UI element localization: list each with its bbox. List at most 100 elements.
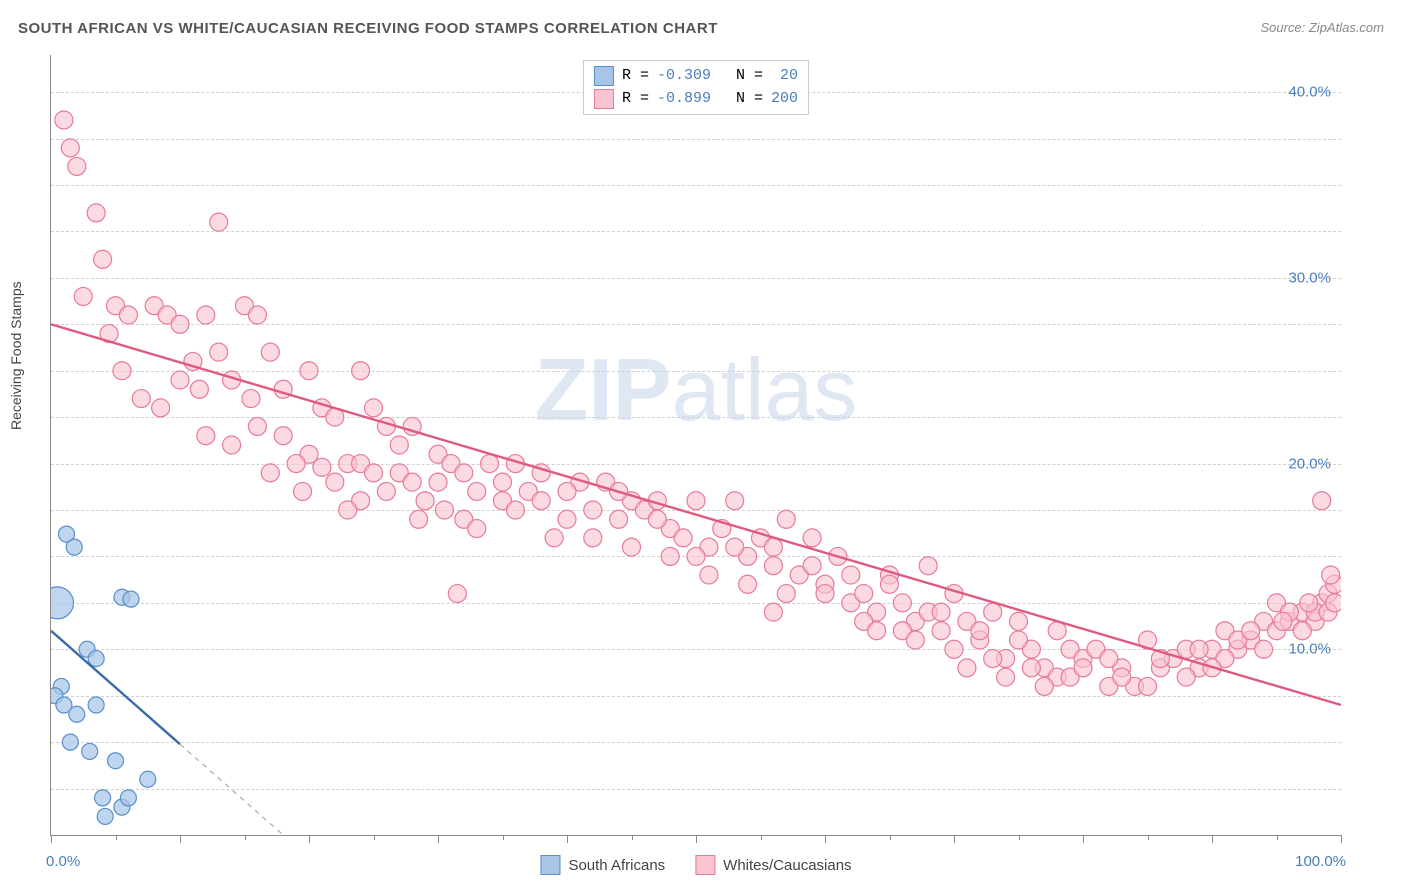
x-minor-tick [761, 835, 762, 840]
x-tick-label: 100.0% [1295, 853, 1346, 870]
data-point [82, 743, 98, 759]
data-point [171, 371, 189, 389]
x-tick-mark [51, 835, 52, 843]
data-point [764, 603, 782, 621]
data-point [1326, 594, 1341, 612]
data-point [261, 343, 279, 361]
x-tick-mark [1212, 835, 1213, 843]
data-point [248, 306, 266, 324]
data-point [429, 473, 447, 491]
data-point [945, 640, 963, 658]
data-point [119, 306, 137, 324]
data-point [842, 566, 860, 584]
trend-line-extrapolated [180, 744, 283, 835]
legend-bottom-swatch-1 [695, 855, 715, 875]
data-point [997, 668, 1015, 686]
data-point [248, 417, 266, 435]
data-point [455, 464, 473, 482]
data-point [416, 492, 434, 510]
data-point [777, 510, 795, 528]
series-legend: South Africans Whites/Caucasians [540, 855, 851, 875]
data-point [971, 622, 989, 640]
data-point [1048, 622, 1066, 640]
data-point [1010, 631, 1028, 649]
legend-bottom-swatch-0 [540, 855, 560, 875]
data-point [661, 547, 679, 565]
data-point [855, 585, 873, 603]
data-point [1074, 659, 1092, 677]
data-point [274, 427, 292, 445]
legend-r-label: R = [622, 88, 649, 111]
data-point [68, 157, 86, 175]
data-point [1035, 677, 1053, 695]
x-minor-tick [245, 835, 246, 840]
data-point [726, 492, 744, 510]
data-point [468, 520, 486, 538]
data-point [94, 250, 112, 268]
legend-r-label: R = [622, 65, 649, 88]
data-point [123, 591, 139, 607]
data-point [61, 139, 79, 157]
data-point [481, 455, 499, 473]
x-tick-mark [438, 835, 439, 843]
data-point [97, 808, 113, 824]
data-point [558, 482, 576, 500]
trend-line [51, 324, 1341, 705]
data-point [1293, 622, 1311, 640]
data-point [197, 427, 215, 445]
data-point [410, 510, 428, 528]
data-point [919, 557, 937, 575]
data-point [494, 473, 512, 491]
data-point [326, 473, 344, 491]
data-point [74, 287, 92, 305]
data-point [1022, 659, 1040, 677]
x-minor-tick [632, 835, 633, 840]
data-point [932, 622, 950, 640]
plot-area: ZIPatlas R = -0.309 N = 20 R = -0.899 N … [50, 55, 1341, 836]
data-point [377, 482, 395, 500]
x-tick-mark [1083, 835, 1084, 843]
data-point [132, 390, 150, 408]
x-tick-mark [309, 835, 310, 843]
x-minor-tick [116, 835, 117, 840]
legend-item-1: Whites/Caucasians [695, 855, 851, 875]
data-point [365, 464, 383, 482]
x-tick-mark [1341, 835, 1342, 843]
legend-bottom-label-0: South Africans [568, 857, 665, 874]
data-point [390, 436, 408, 454]
data-point [55, 111, 73, 129]
data-point [687, 492, 705, 510]
data-point [1190, 640, 1208, 658]
data-point [739, 575, 757, 593]
y-axis-label: Receiving Food Stamps [8, 281, 24, 430]
chart-title: SOUTH AFRICAN VS WHITE/CAUCASIAN RECEIVI… [18, 20, 718, 37]
data-point [210, 213, 228, 231]
data-point [120, 790, 136, 806]
data-point [113, 362, 131, 380]
data-point [764, 538, 782, 556]
x-minor-tick [890, 835, 891, 840]
data-point [69, 706, 85, 722]
data-point [339, 501, 357, 519]
legend-swatch-0 [594, 66, 614, 86]
data-point [1255, 640, 1273, 658]
data-point [190, 380, 208, 398]
data-point [1177, 668, 1195, 686]
data-point [868, 622, 886, 640]
source-attribution: Source: ZipAtlas.com [1260, 20, 1384, 35]
data-point [584, 529, 602, 547]
data-point [210, 343, 228, 361]
data-point [1313, 492, 1331, 510]
data-point [674, 529, 692, 547]
source-link[interactable]: ZipAtlas.com [1309, 20, 1384, 35]
data-point [803, 529, 821, 547]
legend-swatch-1 [594, 89, 614, 109]
data-point [242, 390, 260, 408]
data-point [294, 482, 312, 500]
data-point [558, 510, 576, 528]
legend-n-value-0: 20 [771, 65, 798, 88]
data-point [648, 510, 666, 528]
legend-item-0: South Africans [540, 855, 665, 875]
data-point [1274, 612, 1292, 630]
data-point [1113, 668, 1131, 686]
